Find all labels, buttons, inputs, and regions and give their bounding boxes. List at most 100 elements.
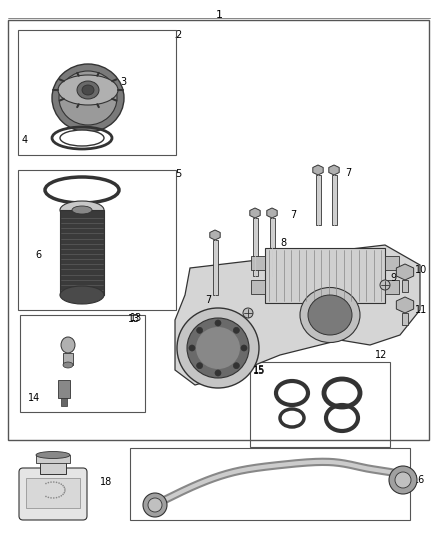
Polygon shape xyxy=(329,165,339,175)
Text: 11: 11 xyxy=(415,305,427,315)
Circle shape xyxy=(241,345,247,351)
Text: 15: 15 xyxy=(253,366,265,376)
Bar xyxy=(402,313,408,325)
Circle shape xyxy=(197,362,203,369)
Polygon shape xyxy=(175,245,420,385)
Circle shape xyxy=(60,483,62,485)
Text: 7: 7 xyxy=(345,168,351,178)
Bar xyxy=(8,20,429,440)
Bar xyxy=(60,210,104,295)
Ellipse shape xyxy=(82,85,94,95)
Circle shape xyxy=(143,493,167,517)
Circle shape xyxy=(233,362,240,369)
Text: 12: 12 xyxy=(375,350,387,360)
Bar xyxy=(251,280,265,294)
Circle shape xyxy=(56,497,57,498)
Bar xyxy=(270,218,275,276)
Bar xyxy=(250,362,390,447)
Text: 15: 15 xyxy=(253,365,265,375)
Ellipse shape xyxy=(177,308,259,388)
Circle shape xyxy=(243,308,253,318)
Bar xyxy=(18,30,176,155)
Ellipse shape xyxy=(308,295,352,335)
Ellipse shape xyxy=(72,206,92,214)
Bar xyxy=(61,398,67,406)
Circle shape xyxy=(53,497,55,499)
FancyBboxPatch shape xyxy=(19,468,87,520)
Ellipse shape xyxy=(52,64,124,132)
Text: 8: 8 xyxy=(280,238,286,248)
Bar xyxy=(40,460,66,474)
Bar xyxy=(36,455,70,463)
Text: 6: 6 xyxy=(35,250,41,260)
Text: 5: 5 xyxy=(175,169,181,179)
Text: 17: 17 xyxy=(148,507,160,517)
Text: 7: 7 xyxy=(290,210,296,220)
Polygon shape xyxy=(210,230,220,240)
Ellipse shape xyxy=(56,181,108,199)
Ellipse shape xyxy=(77,81,99,99)
Text: 18: 18 xyxy=(100,477,112,487)
Bar xyxy=(130,448,410,520)
Text: 10: 10 xyxy=(415,265,427,275)
Ellipse shape xyxy=(300,287,360,343)
Circle shape xyxy=(62,485,64,487)
Text: 1: 1 xyxy=(215,10,223,20)
Text: 9: 9 xyxy=(390,273,396,283)
Ellipse shape xyxy=(59,71,117,125)
Ellipse shape xyxy=(60,130,104,146)
Bar xyxy=(385,280,399,294)
Bar xyxy=(18,170,176,310)
Circle shape xyxy=(45,496,47,497)
Bar xyxy=(58,380,70,398)
Circle shape xyxy=(53,481,55,483)
Text: 16: 16 xyxy=(413,475,425,485)
Polygon shape xyxy=(250,208,260,218)
Text: 13: 13 xyxy=(128,314,140,324)
Polygon shape xyxy=(396,264,413,280)
Text: 7: 7 xyxy=(205,295,211,305)
Text: 14: 14 xyxy=(28,393,40,403)
Circle shape xyxy=(48,497,49,498)
Ellipse shape xyxy=(196,327,240,369)
Circle shape xyxy=(48,482,49,483)
Ellipse shape xyxy=(187,318,249,378)
Circle shape xyxy=(62,494,64,495)
Bar xyxy=(253,218,258,276)
Circle shape xyxy=(233,327,240,333)
Text: 2: 2 xyxy=(175,30,181,40)
Circle shape xyxy=(197,327,203,333)
Bar xyxy=(402,280,408,292)
Circle shape xyxy=(64,490,66,492)
Bar xyxy=(63,353,73,365)
Bar xyxy=(385,256,399,270)
Circle shape xyxy=(215,320,221,326)
Ellipse shape xyxy=(60,201,104,219)
Circle shape xyxy=(189,345,195,351)
Circle shape xyxy=(58,482,60,484)
Circle shape xyxy=(60,495,62,497)
Circle shape xyxy=(389,466,417,494)
Circle shape xyxy=(64,487,65,488)
Circle shape xyxy=(380,280,390,290)
Bar xyxy=(316,175,321,225)
Circle shape xyxy=(50,497,52,499)
Text: 3: 3 xyxy=(120,77,126,87)
Text: 4: 4 xyxy=(22,135,28,145)
Ellipse shape xyxy=(63,362,73,368)
Ellipse shape xyxy=(60,286,104,304)
Polygon shape xyxy=(313,165,323,175)
Polygon shape xyxy=(267,208,277,218)
Bar xyxy=(20,315,145,412)
Text: 13: 13 xyxy=(130,313,142,323)
Bar xyxy=(332,175,337,225)
Circle shape xyxy=(148,498,162,512)
Ellipse shape xyxy=(36,451,70,458)
Ellipse shape xyxy=(58,75,118,105)
Bar xyxy=(265,248,385,303)
Ellipse shape xyxy=(61,337,75,353)
Circle shape xyxy=(56,481,57,483)
Polygon shape xyxy=(396,297,413,313)
Circle shape xyxy=(64,492,65,494)
Circle shape xyxy=(395,472,411,488)
